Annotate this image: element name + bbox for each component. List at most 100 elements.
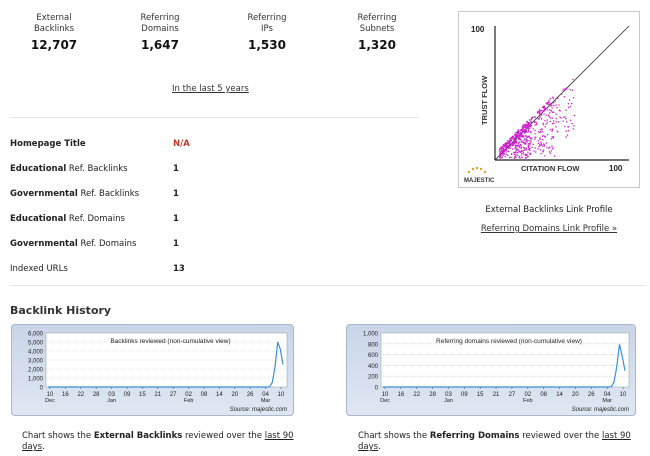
section-title: Backlink History (10, 304, 112, 317)
scatter-point (539, 113, 541, 115)
x-tick-label: 02 (524, 392, 531, 398)
scatter-point (505, 146, 507, 149)
scatter-point (539, 116, 541, 118)
scatter-point (520, 134, 522, 136)
scatter-point (510, 156, 512, 159)
period-link[interactable]: In the last 5 years (172, 84, 249, 94)
scatter-point (551, 122, 554, 125)
scatter-point (534, 133, 536, 135)
scatter-point (508, 150, 510, 153)
scatter-point (544, 135, 546, 137)
scatter-point (552, 147, 554, 149)
scatter-point (505, 145, 508, 147)
x-tick-label: 28 (93, 392, 100, 398)
flow-metrics-chart[interactable]: 100 100 TRUST FLOW CITATION FLOW MAJESTI… (458, 11, 640, 188)
scatter-point (562, 89, 564, 91)
domains-chart-caption: Chart shows the Referring Domains review… (358, 431, 631, 452)
scatter-point (529, 149, 531, 151)
scatter-point (520, 155, 523, 157)
scatter-point (540, 152, 542, 155)
scatter-point (554, 155, 556, 157)
scatter-point (539, 115, 541, 117)
scatter-point (525, 157, 527, 159)
scatter-point (525, 140, 528, 142)
scatter-point (551, 145, 553, 147)
scatter-point (534, 129, 536, 132)
chart-source: Source: majestic.com (230, 407, 287, 413)
scatter-point (506, 142, 508, 145)
scatter-point (514, 138, 516, 140)
scatter-point (547, 101, 550, 103)
stat-label: Referring Domains (140, 13, 180, 34)
scatter-point (502, 148, 504, 150)
scatter-point (530, 125, 532, 127)
scatter-point (506, 144, 509, 146)
scatter-point (526, 124, 528, 126)
scatter-point (522, 153, 525, 155)
scatter-point (520, 129, 522, 131)
scatter-point (500, 146, 502, 148)
scatter-point (519, 138, 521, 140)
scatter-point (527, 131, 529, 133)
scatter-point (511, 138, 513, 140)
scatter-point (524, 138, 526, 140)
scatter-point (537, 131, 540, 133)
scatter-point (515, 134, 517, 136)
scatter-point (528, 129, 530, 131)
property-key: Governmental Ref. Backlinks (10, 189, 140, 199)
scatter-point (530, 121, 533, 123)
y-tick-label: 0 (40, 386, 44, 392)
scatter-point (553, 105, 555, 107)
scatter-point (521, 129, 524, 131)
scatter-point (544, 136, 546, 138)
scatter-point (524, 147, 526, 149)
scatter-point (520, 139, 522, 141)
property-value: 1 (173, 189, 179, 199)
scatter-point (562, 120, 564, 122)
scatter-point (558, 104, 560, 106)
scatter-point (501, 157, 503, 159)
scatter-point (521, 129, 523, 131)
scatter-point (499, 154, 501, 156)
backlinks-history-chart[interactable]: 6,000 5,000 4,000 3,000 2,000 1,000 0 10 16 22 28 0… (11, 324, 294, 416)
x-tick-label: 20 (231, 392, 238, 398)
property-value: 1 (173, 239, 179, 249)
y-tick-label: 600 (368, 353, 379, 359)
scatter-point (528, 143, 530, 145)
scatter-point (543, 144, 545, 146)
month-label: Feb (523, 398, 532, 404)
scatter-point (516, 147, 518, 149)
property-value: 1 (173, 214, 179, 224)
property-key: Educational Ref. Domains (10, 214, 125, 224)
scatter-point (565, 109, 567, 111)
scatter-point (566, 121, 568, 123)
scatter-point (548, 151, 551, 153)
referring-domains-profile-link[interactable]: Referring Domains Link Profile » (480, 224, 618, 234)
scatter-point (525, 127, 527, 129)
scatter-point (525, 129, 527, 132)
x-tick-label: 09 (461, 392, 468, 398)
scatter-point (524, 126, 526, 128)
last-90-days-link[interactable]: last 90 days (22, 431, 294, 452)
scatter-point (521, 132, 523, 134)
scatter-point (555, 113, 557, 115)
scatter-point (552, 96, 554, 98)
scatter-point (514, 137, 516, 139)
scatter-point (528, 146, 530, 148)
brand-label: MAJESTIC (464, 178, 495, 184)
scatter-point (536, 122, 538, 125)
domains-history-chart[interactable]: 1,000 800 600 400 200 0 10 16 22 28 03 09 15 21 27 02 08… (346, 324, 636, 416)
scatter-point (530, 139, 532, 141)
scatter-point (520, 133, 522, 135)
x-tick-label: 22 (77, 392, 84, 398)
x-tick-label: 20 (572, 392, 579, 398)
last-90-days-link[interactable]: last 90 days (358, 431, 631, 452)
scatter-point (573, 125, 575, 127)
scatter-point (502, 146, 504, 148)
scatter-point (551, 129, 554, 131)
scatter-point (520, 147, 522, 149)
scatter-point (500, 147, 502, 149)
x-tick-label: 28 (429, 392, 436, 398)
property-key: Governmental Ref. Domains (10, 239, 137, 249)
